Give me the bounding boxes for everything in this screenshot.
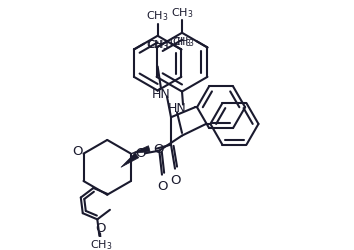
Polygon shape — [121, 153, 139, 168]
Text: CH$_3$: CH$_3$ — [171, 6, 193, 20]
Text: O: O — [158, 179, 168, 192]
Text: O: O — [136, 146, 146, 160]
Text: O: O — [154, 142, 164, 156]
Text: O: O — [170, 174, 180, 186]
Text: O: O — [95, 221, 105, 234]
Text: HN: HN — [152, 87, 170, 100]
Text: CH$_3$: CH$_3$ — [169, 35, 192, 49]
Text: O: O — [72, 145, 83, 158]
Text: CH$_3$: CH$_3$ — [147, 38, 170, 51]
Text: HN: HN — [168, 102, 186, 115]
Text: CH$_3$: CH$_3$ — [90, 238, 113, 250]
Polygon shape — [131, 146, 150, 154]
Text: CH$_3$: CH$_3$ — [147, 10, 169, 23]
Text: CH$_3$: CH$_3$ — [172, 35, 195, 49]
Text: CH$_3$: CH$_3$ — [146, 38, 168, 51]
